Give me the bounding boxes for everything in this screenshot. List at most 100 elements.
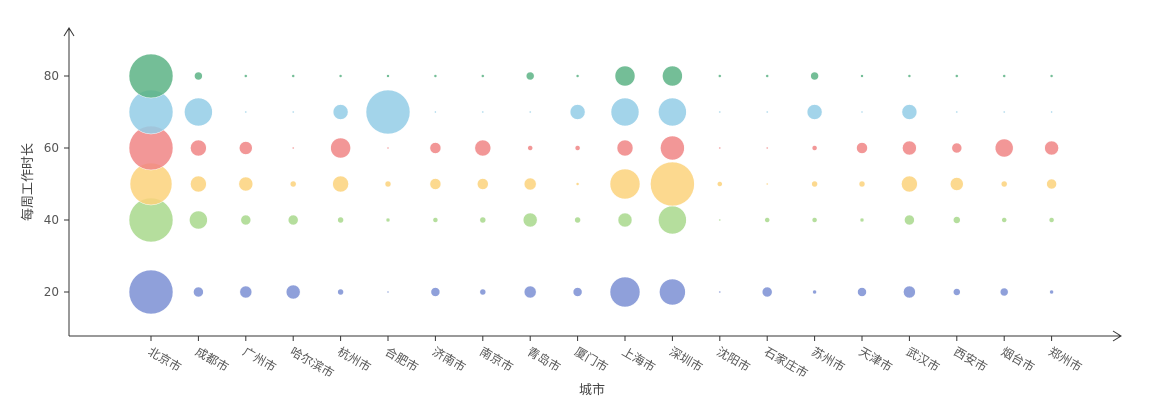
bubble-point	[658, 205, 687, 235]
x-tick-label: 成都市	[193, 344, 232, 375]
x-tick-label: 沈阳市	[714, 344, 753, 375]
bubble-point	[811, 217, 818, 223]
bubble-point	[574, 145, 581, 151]
x-tick-label: 合肥市	[383, 344, 422, 375]
y-tick-label: 80	[44, 69, 59, 83]
bubble-point	[955, 110, 959, 114]
bubble-point	[856, 142, 868, 154]
bubble-point	[193, 286, 204, 298]
bubble-point	[907, 74, 912, 78]
bubble-point	[479, 288, 487, 296]
bubble-point	[337, 288, 344, 296]
bubble-point	[1049, 289, 1054, 295]
bubble-point	[527, 145, 533, 151]
bubble-point	[481, 74, 485, 78]
bubble-point	[718, 218, 722, 222]
bubble-point	[718, 74, 722, 78]
bubble-point	[244, 74, 248, 78]
bubble-point	[244, 110, 248, 114]
bubble-point	[291, 74, 295, 78]
x-tick-label: 上海市	[620, 344, 659, 375]
x-tick-label: 深圳市	[667, 344, 706, 375]
bubble-point	[386, 146, 390, 150]
bubble-point	[184, 97, 213, 127]
x-tick-label: 北京市	[146, 344, 185, 375]
bubble-point	[765, 182, 769, 186]
bubble-point	[285, 284, 301, 300]
x-tick-label: 石家庄市	[762, 344, 811, 381]
bubble-point	[662, 65, 683, 87]
x-tick-label: 烟台市	[999, 344, 1038, 375]
bubble-point	[574, 216, 581, 224]
bubble-point	[433, 74, 438, 78]
bubble-point	[764, 217, 770, 223]
bubble-point	[658, 97, 687, 127]
axes	[63, 27, 1122, 342]
bubble-point	[812, 289, 817, 295]
bubble-point	[609, 168, 641, 200]
x-tick-label: 青岛市	[525, 344, 564, 375]
bubble-point	[190, 175, 207, 193]
bubble-point	[477, 178, 489, 190]
bubble-point	[289, 180, 297, 188]
bubble-point	[429, 142, 442, 154]
bubble-point	[950, 177, 964, 191]
bubble-point	[291, 110, 295, 114]
bubble-point	[860, 110, 864, 114]
bubble-point	[575, 182, 580, 186]
bubble-point	[717, 181, 723, 187]
bubble-point	[572, 287, 583, 297]
bubble-point	[575, 74, 580, 78]
bubble-point	[614, 65, 636, 87]
bubble-point	[765, 110, 769, 114]
bubble-point	[569, 104, 586, 120]
bubble-point	[718, 146, 722, 150]
bubble-point	[1046, 178, 1057, 190]
x-tick-label: 杭州市	[335, 344, 374, 375]
bubble-point	[999, 287, 1009, 297]
bubble-point	[384, 180, 392, 188]
x-tick-label: 哈尔滨市	[288, 344, 337, 381]
y-tick-label: 20	[44, 285, 59, 299]
bubble-point	[238, 176, 254, 192]
bubble-point	[1044, 140, 1059, 156]
bubble-point	[1050, 110, 1053, 114]
bubble-point	[128, 53, 174, 99]
bubble-point	[659, 278, 686, 306]
bubble-point	[338, 74, 343, 78]
bubble-point	[432, 217, 439, 223]
bubble-point	[718, 290, 722, 294]
bubble-point	[523, 285, 537, 299]
bubble-point	[189, 210, 208, 230]
bubble-point	[902, 140, 917, 156]
bubble-point	[1048, 217, 1055, 223]
bubble-point	[434, 110, 437, 114]
x-tick-label: 武汉市	[904, 344, 943, 375]
bubble-point	[901, 175, 918, 193]
bubble-point	[811, 180, 818, 188]
bubble-point	[811, 145, 818, 151]
y-axis-arrow-icon	[63, 27, 75, 37]
bubble-point	[901, 104, 918, 120]
bubble-point	[525, 71, 535, 81]
bubble-point	[386, 74, 390, 78]
x-tick-label: 西安市	[951, 344, 990, 375]
bubbles	[128, 53, 1059, 315]
bubble-point	[330, 137, 351, 159]
bubble-point	[528, 110, 532, 114]
bubble-point	[429, 178, 442, 190]
bubble-point	[291, 146, 295, 150]
bubble-point	[481, 110, 485, 114]
bubble-point	[287, 214, 299, 226]
bubble-point	[953, 216, 961, 224]
x-axis-arrow-icon	[1112, 330, 1122, 342]
bubble-point	[240, 214, 252, 226]
y-ticks: 20 40 60 80	[44, 69, 69, 299]
bubble-point	[332, 104, 349, 120]
bubble-point	[617, 212, 633, 228]
x-tick-label: 广州市	[240, 344, 279, 375]
bubble-point	[810, 71, 819, 81]
bubble-point	[128, 269, 174, 315]
